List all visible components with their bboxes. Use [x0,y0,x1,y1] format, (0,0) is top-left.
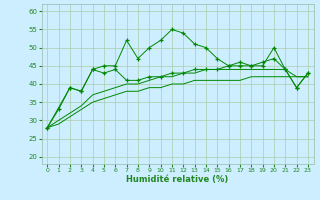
X-axis label: Humidité relative (%): Humidité relative (%) [126,175,229,184]
